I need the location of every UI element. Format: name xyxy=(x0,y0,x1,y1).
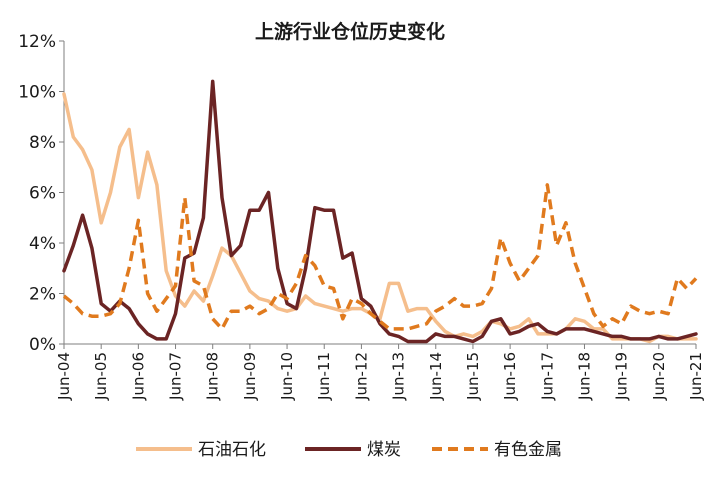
y-tick-label: 6% xyxy=(29,184,56,204)
axes: 0% 2% 4% 6% 8% 10% 12% Jun-04 Jun-05 Jun-06 Jun-07… xyxy=(18,32,705,401)
x-tick-label: Jun-14 xyxy=(427,352,445,401)
x-tick-label: Jun-06 xyxy=(129,352,147,401)
x-tick-label: Jun-11 xyxy=(315,352,333,401)
x-tick-label: Jun-12 xyxy=(352,352,370,401)
series-line-2 xyxy=(62,79,698,344)
x-tick-label: Jun-19 xyxy=(613,352,631,401)
y-tick-label: 0% xyxy=(29,335,56,355)
y-tick-label: 12% xyxy=(18,32,56,52)
x-tick-label: Jun-04 xyxy=(55,352,73,401)
x-tick-label: Jun-09 xyxy=(241,352,259,401)
series-line-1 xyxy=(62,92,698,344)
x-tick-label: Jun-10 xyxy=(278,352,296,401)
chart-title: 上游行业仓位历史变化 xyxy=(255,20,445,43)
legend: 石油石化 煤炭 有色金属 xyxy=(136,440,562,460)
x-tick-label: Jun-21 xyxy=(687,352,705,401)
x-tick-label: Jun-15 xyxy=(464,352,482,401)
y-tick-label: 4% xyxy=(29,234,56,254)
x-tick-label: Jun-17 xyxy=(538,352,556,401)
x-tick-label: Jun-13 xyxy=(390,352,408,401)
series-layer xyxy=(62,79,698,344)
x-tick-label: Jun-07 xyxy=(167,352,185,401)
legend-label-2: 煤炭 xyxy=(367,440,401,460)
x-tick-label: Jun-08 xyxy=(204,352,222,401)
x-tick-label: Jun-16 xyxy=(501,352,519,401)
y-tick-label: 2% xyxy=(29,285,56,305)
legend-label-1: 石油石化 xyxy=(198,440,266,460)
y-tick-label: 8% xyxy=(29,133,56,153)
x-tick-label: Jun-20 xyxy=(650,352,668,401)
x-tick-label: Jun-18 xyxy=(575,352,593,401)
y-tick-label: 10% xyxy=(18,83,56,103)
x-tick-label: Jun-05 xyxy=(92,352,110,401)
legend-label-3: 有色金属 xyxy=(494,440,562,460)
